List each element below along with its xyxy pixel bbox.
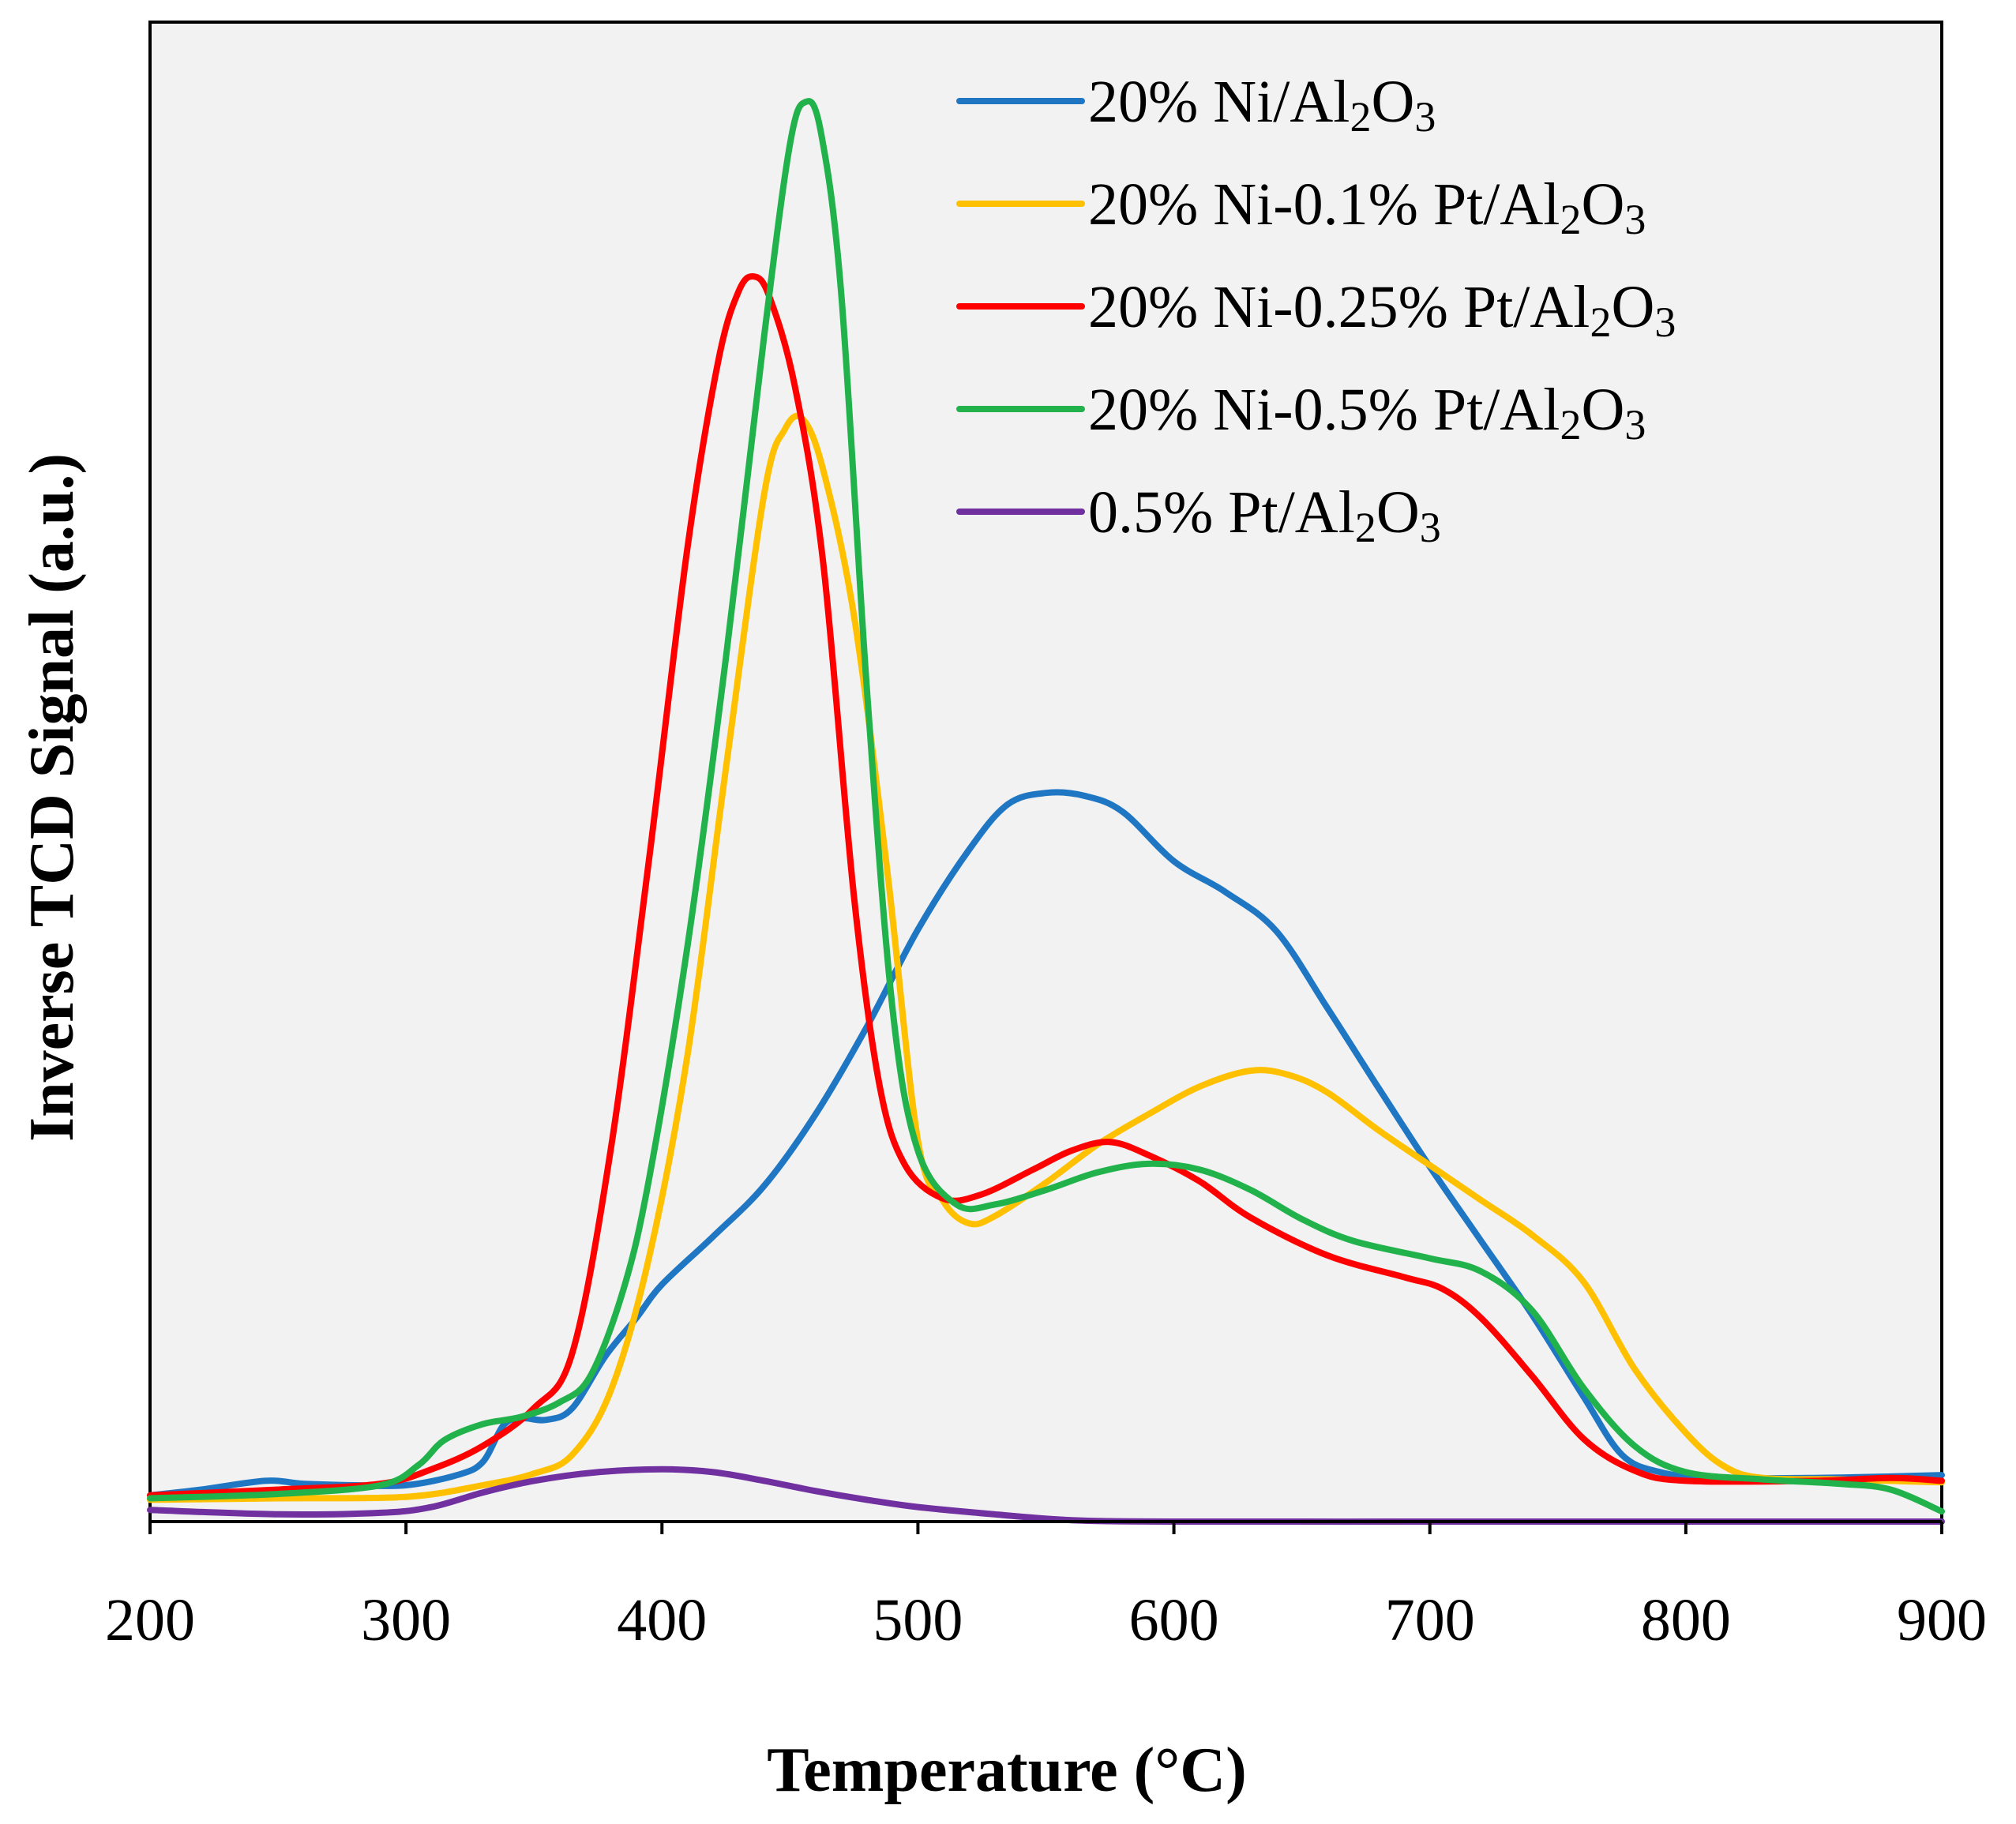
x-tick-label: 400 xyxy=(617,1587,707,1653)
legend-label-3: 20% Ni-0.25% Pt/Al2O3 xyxy=(1088,274,1676,346)
x-tick-label: 700 xyxy=(1385,1587,1475,1653)
x-tick-label: 200 xyxy=(105,1587,195,1653)
legend-label-1: 20% Ni/Al2O3 xyxy=(1088,69,1436,141)
y-axis-title: Inverse TCD Signal (a.u.) xyxy=(17,453,87,1142)
series-line-4 xyxy=(147,98,1945,1515)
x-axis-title: Temperature (°C) xyxy=(767,1736,1246,1805)
series-line-2 xyxy=(147,412,1945,1503)
x-tick-label: 800 xyxy=(1641,1587,1731,1653)
legend-label-4: 20% Ni-0.5% Pt/Al2O3 xyxy=(1088,377,1646,448)
x-tick-label: 500 xyxy=(873,1587,963,1653)
x-ticks: 200 300 400 500 600 700 800 900 xyxy=(105,1522,1987,1653)
series-line-3 xyxy=(147,272,1945,1499)
series-line-1 xyxy=(147,789,1945,1499)
legend: 20% Ni/Al2O3 20% Ni-0.1% Pt/Al2O3 20% Ni-0… xyxy=(956,69,1676,551)
series-layer xyxy=(147,98,1945,1526)
x-tick-label: 300 xyxy=(361,1587,451,1653)
x-tick-label: 600 xyxy=(1129,1587,1219,1653)
legend-label-2: 20% Ni-0.1% Pt/Al2O3 xyxy=(1088,171,1646,243)
legend-label-5: 0.5% Pt/Al2O3 xyxy=(1088,479,1441,551)
x-tick-label: 900 xyxy=(1897,1587,1987,1653)
plot-area xyxy=(148,21,1943,1523)
